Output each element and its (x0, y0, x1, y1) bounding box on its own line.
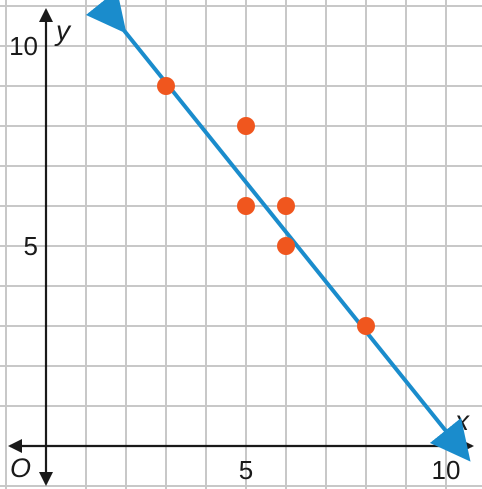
y-tick-label: 10 (9, 31, 38, 61)
x-tick-label: 5 (239, 455, 253, 485)
origin-label: O (10, 453, 31, 483)
y-axis-bottom-arrow (39, 472, 53, 486)
data-point (237, 117, 255, 135)
data-point (357, 317, 375, 335)
tick-labels: 5 10 5 10 (9, 31, 460, 485)
x-tick-label: 10 (432, 455, 461, 485)
x-axis-left-arrow (8, 439, 22, 453)
data-points (157, 77, 375, 335)
data-point (277, 197, 295, 215)
x-axis-label: x (453, 405, 470, 436)
data-point (277, 237, 295, 255)
data-point (157, 77, 175, 95)
y-tick-label: 5 (24, 231, 38, 261)
y-axis-top-arrow (39, 8, 53, 22)
y-axis-label: y (54, 15, 72, 46)
x-axis-right-arrow (460, 439, 474, 453)
data-point (237, 197, 255, 215)
